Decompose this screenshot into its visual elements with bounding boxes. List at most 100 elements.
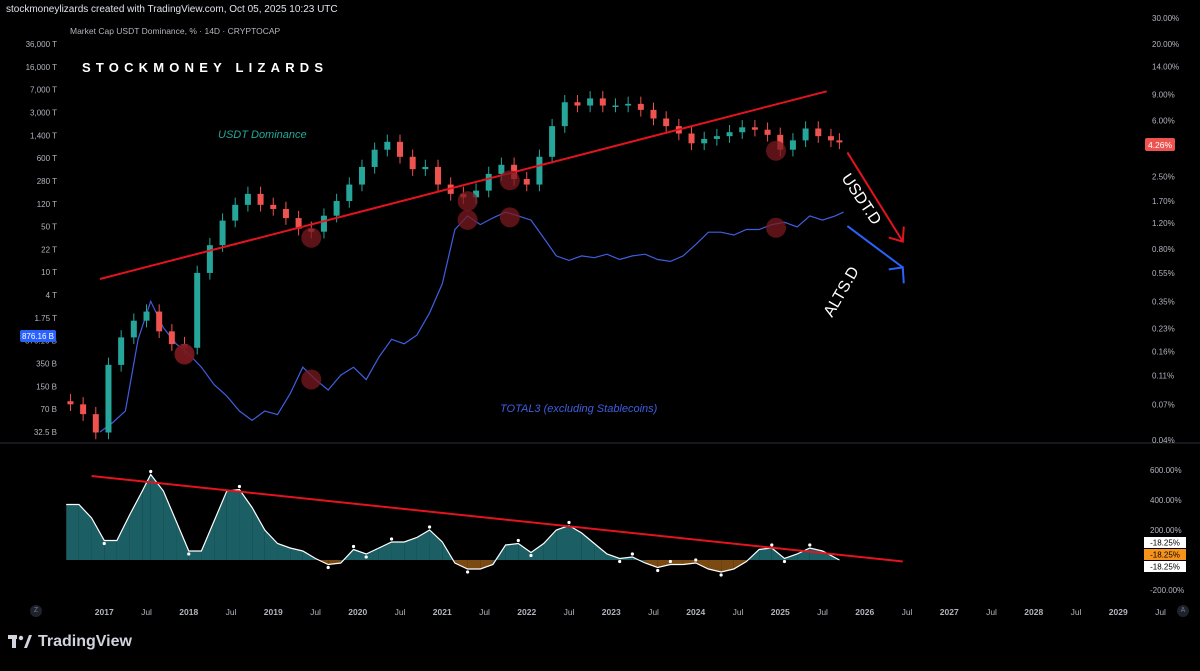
candle-body xyxy=(701,138,708,144)
time-tick-label: Jul xyxy=(1155,607,1166,617)
time-tick-label: Jul xyxy=(1071,607,1082,617)
alts-up-arrow xyxy=(846,225,904,269)
osc-tick-label: -200.00% xyxy=(1150,586,1184,595)
left-tick-label: 4 T xyxy=(46,291,58,300)
right-tick-label: 0.16% xyxy=(1152,348,1175,357)
right-tick-label: 20.00% xyxy=(1152,40,1179,49)
osc-fill-segment xyxy=(91,518,105,560)
time-tick-label: Jul xyxy=(564,607,575,617)
candle-body xyxy=(536,156,543,185)
candle-body xyxy=(836,140,843,143)
usdt-down-arrow xyxy=(846,151,904,243)
auto-scale-button[interactable]: A xyxy=(1177,605,1189,617)
osc-pivot-dot xyxy=(516,538,520,543)
osc-fill-segment xyxy=(581,533,595,560)
usdt-highlight-marker xyxy=(457,191,478,212)
osc-pivot-dot xyxy=(656,568,660,573)
osc-fill-segment xyxy=(142,474,151,560)
total3-series xyxy=(99,211,844,433)
total3-line xyxy=(99,211,844,433)
candle-body xyxy=(244,193,251,205)
usdt-highlight-marker xyxy=(301,227,322,248)
osc-fill-segment xyxy=(467,560,481,569)
left-tick-label: 280 T xyxy=(37,177,57,186)
osc-badge-3 xyxy=(1144,561,1186,572)
left-tick-label: 3,000 T xyxy=(30,108,57,117)
alts-arrow-head xyxy=(888,266,905,284)
osc-fill-segment xyxy=(129,491,143,560)
time-tick-label: 2025 xyxy=(771,607,790,617)
time-tick-label: Jul xyxy=(141,607,152,617)
left-tick-label: 350 B xyxy=(36,360,57,369)
candle-body xyxy=(333,200,340,216)
right-tick-label: 0.07% xyxy=(1152,400,1175,409)
right-tick-label: 0.80% xyxy=(1152,245,1175,254)
osc-badge-3-text: -18.25% xyxy=(1150,563,1180,572)
tradingview-logo[interactable]: TradingView xyxy=(8,633,132,651)
total3-highlight-marker xyxy=(499,207,520,228)
osc-fill-segment xyxy=(366,548,379,560)
osc-line xyxy=(66,473,840,573)
osc-fill-segment xyxy=(480,560,493,569)
osc-fill-segment xyxy=(569,525,582,560)
candle-body xyxy=(257,193,264,205)
symbol-title[interactable]: Market Cap USDT Dominance, % · 14D · CRY… xyxy=(70,26,281,36)
osc-pivot-dot xyxy=(567,520,571,525)
osc-fill-segment xyxy=(78,504,92,560)
osc-fill-segment xyxy=(594,543,608,560)
osc-fill-segment xyxy=(188,551,202,560)
total3-series-label: TOTAL3 (excluding Stablecoins) xyxy=(500,403,658,415)
candle-body xyxy=(397,141,403,157)
usdt-price-badge-text: 4.26% xyxy=(1148,140,1173,150)
candle-body xyxy=(663,118,670,127)
candle-body xyxy=(751,127,758,130)
candle-body xyxy=(498,164,505,174)
candle-body xyxy=(612,105,619,108)
osc-fill-segment xyxy=(518,543,531,560)
right-tick-label: 2.50% xyxy=(1152,172,1175,181)
right-tick-label: 30.00% xyxy=(1152,14,1179,23)
candle-body xyxy=(320,215,327,232)
candle-body xyxy=(485,173,492,191)
osc-tick-label: 600.00% xyxy=(1150,466,1182,475)
candle-body xyxy=(523,179,530,185)
osc-fill-segment xyxy=(163,491,177,560)
total3-highlight-marker xyxy=(174,344,195,365)
zoom-reset-button[interactable]: Z xyxy=(30,605,42,617)
left-tick-label: 1.75 T xyxy=(34,314,57,323)
left-tick-label: 7,000 T xyxy=(30,86,57,95)
left-price-badge xyxy=(20,330,56,342)
usdt-arrow-head xyxy=(888,226,905,243)
osc-fill-segment xyxy=(391,542,405,560)
alts-d-annotation: ALTS.D xyxy=(821,264,863,320)
osc-fill-segment xyxy=(645,560,658,568)
osc-pivot-dot xyxy=(466,570,470,574)
oscillator-series xyxy=(66,469,840,577)
osc-fill-segment xyxy=(214,491,227,560)
osc-tick-label: 400.00% xyxy=(1150,496,1182,505)
osc-tick-label: 200.00% xyxy=(1150,526,1182,535)
candle-body xyxy=(358,166,365,185)
left-tick-label: 600 T xyxy=(37,154,57,163)
candle-body xyxy=(764,129,771,135)
osc-fill-segment xyxy=(226,489,240,560)
left-tick-label: 1,400 T xyxy=(30,131,57,140)
highlight-markers xyxy=(174,140,787,390)
osc-trend-line xyxy=(91,475,903,563)
osc-fill-segment xyxy=(429,530,443,560)
osc-fill-segment xyxy=(290,548,303,560)
left-tick-label: 16,000 T xyxy=(26,63,58,72)
osc-fill-segment xyxy=(454,560,468,569)
osc-fill-segment xyxy=(404,537,417,560)
time-tick-label: 2021 xyxy=(433,607,452,617)
osc-fill-segment xyxy=(116,515,130,560)
right-tick-label: 6.00% xyxy=(1152,117,1175,126)
osc-fill-segment xyxy=(670,560,684,565)
osc-fill-segment xyxy=(530,543,544,560)
osc-fill-segment xyxy=(66,504,79,560)
candle-body xyxy=(270,204,277,209)
candle-body xyxy=(206,245,213,273)
osc-fill-segment xyxy=(708,560,722,572)
